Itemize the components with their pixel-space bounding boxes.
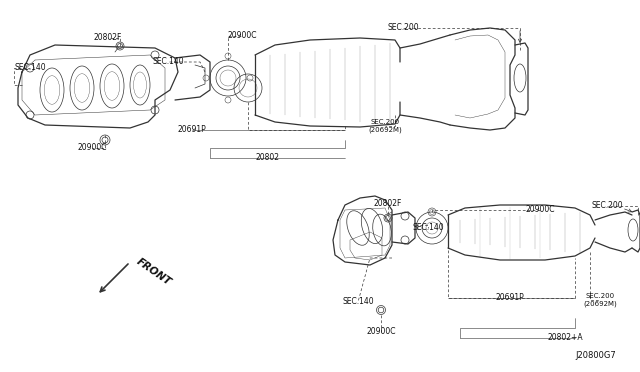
Text: SEC.140: SEC.140 bbox=[342, 298, 374, 307]
Text: J20800G7: J20800G7 bbox=[575, 352, 616, 360]
Text: 20691P: 20691P bbox=[495, 294, 524, 302]
Text: 20900C: 20900C bbox=[525, 205, 555, 215]
Text: 20802F: 20802F bbox=[94, 33, 122, 42]
Text: SEC.140: SEC.140 bbox=[412, 224, 444, 232]
Text: SEC.140: SEC.140 bbox=[152, 58, 184, 67]
Text: 20900C: 20900C bbox=[366, 327, 396, 337]
Text: 20691P: 20691P bbox=[178, 125, 206, 135]
Text: 20802: 20802 bbox=[256, 154, 280, 163]
Text: 20900C: 20900C bbox=[77, 144, 107, 153]
Text: SEC.200: SEC.200 bbox=[591, 202, 623, 211]
Text: SEC.200
(20692M): SEC.200 (20692M) bbox=[368, 119, 402, 133]
Text: 20802F: 20802F bbox=[374, 199, 402, 208]
Text: FRONT: FRONT bbox=[135, 257, 173, 288]
Text: SEC.200: SEC.200 bbox=[387, 23, 419, 32]
Text: 20900C: 20900C bbox=[227, 32, 257, 41]
Text: 20802+A: 20802+A bbox=[547, 334, 583, 343]
Text: SEC.200
(20692M): SEC.200 (20692M) bbox=[583, 293, 617, 307]
Text: SEC.140: SEC.140 bbox=[14, 64, 46, 73]
